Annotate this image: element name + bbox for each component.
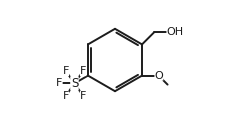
Text: F: F xyxy=(56,78,62,88)
Text: F: F xyxy=(79,66,86,76)
Text: F: F xyxy=(79,91,86,101)
Text: F: F xyxy=(63,91,69,101)
Text: OH: OH xyxy=(166,27,183,37)
Text: S: S xyxy=(71,77,78,90)
Text: O: O xyxy=(154,71,163,81)
Text: F: F xyxy=(63,66,69,76)
